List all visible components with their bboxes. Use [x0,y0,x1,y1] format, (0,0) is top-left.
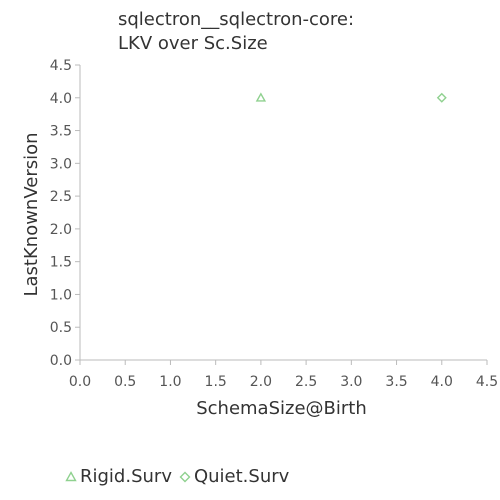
x-tick-label: 0.0 [69,374,91,390]
y-tick-label: 1.0 [50,287,72,303]
x-tick-label: 4.5 [476,374,498,390]
y-tick-label: 1.5 [50,255,72,271]
y-tick-label: 4.5 [50,58,72,74]
x-tick-label: 1.0 [159,374,181,390]
x-axis-label: SchemaSize@Birth [196,398,367,419]
x-tick-label: 4.0 [431,374,453,390]
legend: Rigid.Surv Quiet.Surv [64,466,295,487]
x-tick-label: 3.0 [340,374,362,390]
y-tick-label: 0.5 [50,320,72,336]
y-tick-label: 2.0 [50,222,72,238]
x-tick-label: 2.5 [295,374,317,390]
triangle-marker-icon [65,470,77,481]
y-tick-label: 3.5 [50,124,72,140]
data-point-triangle [255,92,267,102]
x-tick-label: 1.5 [205,374,227,390]
legend-label-rigid-surv: Rigid.Surv [80,466,172,487]
y-tick-label: 2.5 [50,189,72,205]
chart-title: sqlectron__sqlectron-core: LKV over Sc.S… [118,8,488,56]
chart-title-line-1: sqlectron__sqlectron-core: [118,9,355,30]
x-tick-label: 2.0 [250,374,272,390]
chart-title-line-2: LKV over Sc.Size [118,33,268,54]
legend-label-quiet-surv: Quiet.Surv [193,466,290,487]
data-point-diamond [436,92,447,103]
diamond-marker-icon [179,471,191,482]
y-tick-label: 0.0 [50,353,72,369]
y-tick-label: 4.0 [50,91,72,107]
y-tick-label: 3.0 [50,156,72,172]
legend-item-rigid-surv[interactable]: Rigid.Surv [64,466,172,487]
legend-item-quiet-surv[interactable]: Quiet.Surv [178,466,289,487]
x-tick-label: 3.5 [385,374,407,390]
x-tick-label: 0.5 [114,374,136,390]
y-axis-label: LastKnownVersion [21,132,42,296]
